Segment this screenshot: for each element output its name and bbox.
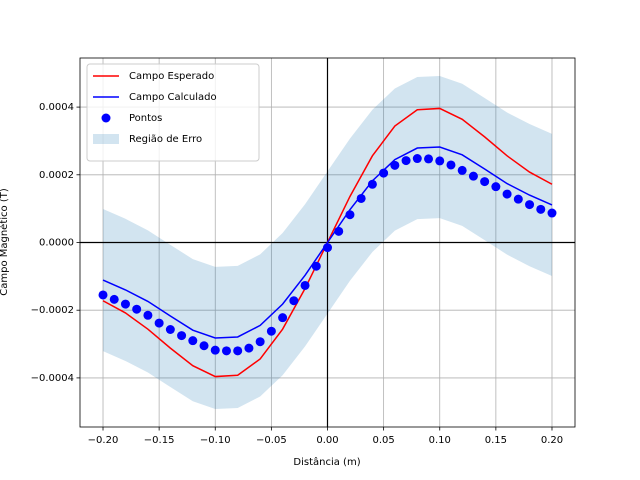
point	[221, 346, 231, 356]
point	[513, 194, 523, 204]
x-tick-label: −0.10	[200, 435, 231, 446]
x-tick-label: 0.10	[429, 435, 451, 446]
point	[278, 313, 288, 323]
point	[109, 294, 119, 304]
y-axis-label: Campo Magnético (T)	[0, 188, 10, 296]
legend-box	[86, 63, 260, 162]
point	[379, 168, 389, 178]
x-tick-label: 0.15	[485, 435, 507, 446]
x-tick-label: 0.05	[372, 435, 394, 446]
point	[345, 210, 355, 220]
point	[547, 208, 557, 218]
point	[120, 299, 130, 309]
legend-swatch	[93, 134, 119, 144]
legend-swatch	[101, 113, 111, 123]
point	[323, 243, 332, 253]
x-tick-label: 0.20	[541, 435, 563, 446]
point	[435, 156, 445, 166]
x-axis-label: Distância (m)	[293, 456, 360, 468]
legend-label: Campo Esperado	[129, 71, 214, 82]
point	[311, 261, 321, 271]
point	[255, 337, 265, 347]
line	[102, 146, 553, 339]
y-tick-label: 0.0004	[39, 102, 74, 113]
y-tick-label: −0.0004	[31, 373, 74, 384]
point	[424, 154, 434, 164]
y-tick-label: 0.0000	[39, 238, 74, 249]
point	[356, 193, 366, 203]
x-tick-label: 0.00	[316, 435, 338, 446]
legend-label: Região de Erro	[129, 134, 202, 145]
point	[446, 160, 456, 170]
y-tick-label: 0.0002	[39, 170, 74, 181]
point	[457, 165, 467, 175]
legend-label: Campo Calculado	[129, 92, 217, 103]
point	[491, 182, 501, 192]
point	[98, 290, 108, 300]
legend-label: Pontos	[129, 113, 162, 124]
point	[289, 296, 299, 306]
point	[525, 200, 535, 210]
x-tick-label: −0.20	[88, 435, 119, 446]
point	[143, 310, 153, 320]
x-tick-label: −0.05	[256, 435, 287, 446]
point	[199, 341, 209, 351]
point	[536, 204, 546, 214]
point	[468, 171, 478, 181]
plot-frame	[79, 57, 576, 428]
point	[244, 343, 254, 353]
point	[480, 177, 490, 187]
point	[401, 156, 411, 166]
point	[367, 179, 377, 189]
point	[502, 189, 512, 199]
point	[412, 154, 422, 164]
y-tick-label: −0.0002	[31, 305, 74, 316]
x-tick-label: −0.15	[144, 435, 175, 446]
point	[177, 331, 187, 341]
point	[165, 325, 175, 335]
point	[154, 318, 164, 328]
point	[233, 346, 243, 356]
point	[266, 326, 276, 336]
point	[210, 345, 220, 355]
point	[390, 160, 400, 170]
point	[132, 304, 142, 314]
point	[334, 226, 344, 236]
point	[300, 280, 310, 290]
point	[188, 336, 198, 346]
